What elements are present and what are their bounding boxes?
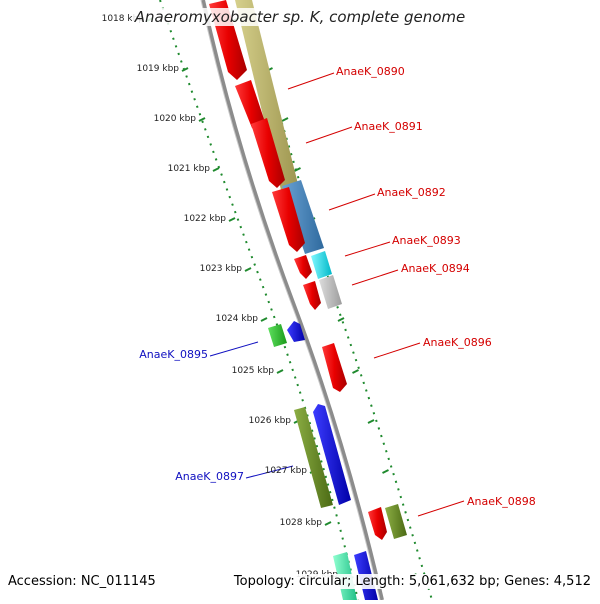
gene-blue-arrow — [313, 404, 351, 505]
ruler-tick-label: 1025 kbp — [232, 366, 275, 376]
gene-label: AnaeK_0893 — [392, 234, 461, 247]
genome-title-text: Anaeromyxobacter sp. K, complete genome — [131, 8, 469, 26]
gene-green-bar — [268, 324, 287, 347]
gene-red-arrow — [294, 255, 312, 279]
ruler-tick-label: 1026 kbp — [249, 416, 292, 426]
genome-backbone-highlight — [200, 0, 381, 601]
gene-olive-bar — [385, 504, 407, 539]
gene-blue-arrow — [287, 321, 305, 342]
gene-red-arrow — [272, 187, 305, 252]
gene-labels: AnaeK_0890 AnaeK_0891 AnaeK_0892 AnaeK_0893… — [139, 65, 535, 508]
gene-red-arrow — [368, 507, 387, 540]
gene-label: AnaeK_0894 — [401, 262, 470, 275]
gene-label: AnaeK_0896 — [423, 336, 492, 349]
genome-summary-text: Topology: circular; Length: 5,061,632 bp… — [233, 574, 591, 589]
ruler-tick — [181, 67, 189, 72]
ruler-tick — [228, 217, 236, 222]
gene-label: AnaeK_0897 — [175, 470, 244, 483]
ruler-tick — [281, 117, 289, 122]
gene-olive-bar — [294, 407, 333, 508]
gene-label: AnaeK_0890 — [336, 65, 405, 78]
gene-khaki-bar — [235, 0, 298, 190]
gene-red-arrow — [303, 281, 321, 310]
gene-label: AnaeK_0891 — [354, 120, 423, 133]
gene-label: AnaeK_0898 — [467, 495, 536, 508]
ruler-tick — [324, 521, 332, 526]
ruler-tick-label: 1028 kbp — [280, 518, 323, 528]
accession-text: Accession: NC_011145 — [8, 574, 156, 589]
gene-cyan-bar — [311, 251, 332, 279]
ruler-tick — [276, 369, 284, 374]
genome-backbone — [201, 0, 384, 601]
ruler-tick — [294, 167, 301, 172]
ruler-tick — [244, 267, 252, 272]
ruler-tick — [212, 167, 220, 172]
ruler-tick-label: 1024 kbp — [216, 314, 259, 324]
ruler-tick — [337, 317, 345, 322]
ruler-tick-label: 1023 kbp — [200, 264, 243, 274]
ruler-tick-labels: 1018 kbp 1019 kbp 1020 kbp 1021 kbp 1022 kbp… — [102, 14, 339, 580]
ruler-tick — [260, 317, 268, 322]
ruler-left — [159, 0, 359, 601]
ruler-tick-label: 1021 kbp — [168, 164, 211, 174]
gene-red-arrow — [251, 118, 285, 188]
genome-title: Anaeromyxobacter sp. K, complete genome — [0, 8, 600, 26]
ruler-tick-label: 1018 kbp — [102, 14, 145, 24]
gene-red-arrow — [322, 343, 347, 392]
ruler-tick-label: 1022 kbp — [184, 214, 227, 224]
ruler-tick-label: 1019 kbp — [137, 64, 180, 74]
ruler-tick — [382, 469, 389, 474]
gene-label: AnaeK_0895 — [139, 348, 208, 361]
ruler-tick-label: 1027 kbp — [265, 466, 308, 476]
ruler-tick — [198, 117, 206, 122]
gene-steelblue-bar — [282, 180, 324, 254]
ruler-tick-label: 1020 kbp — [154, 114, 197, 124]
leader-lines — [209, 72, 465, 517]
gene-label: AnaeK_0892 — [377, 186, 446, 199]
ruler-tick — [367, 419, 375, 424]
ruler-tick — [352, 369, 359, 374]
ruler-ticks — [146, 17, 417, 578]
gene-gray-bar — [319, 275, 342, 309]
